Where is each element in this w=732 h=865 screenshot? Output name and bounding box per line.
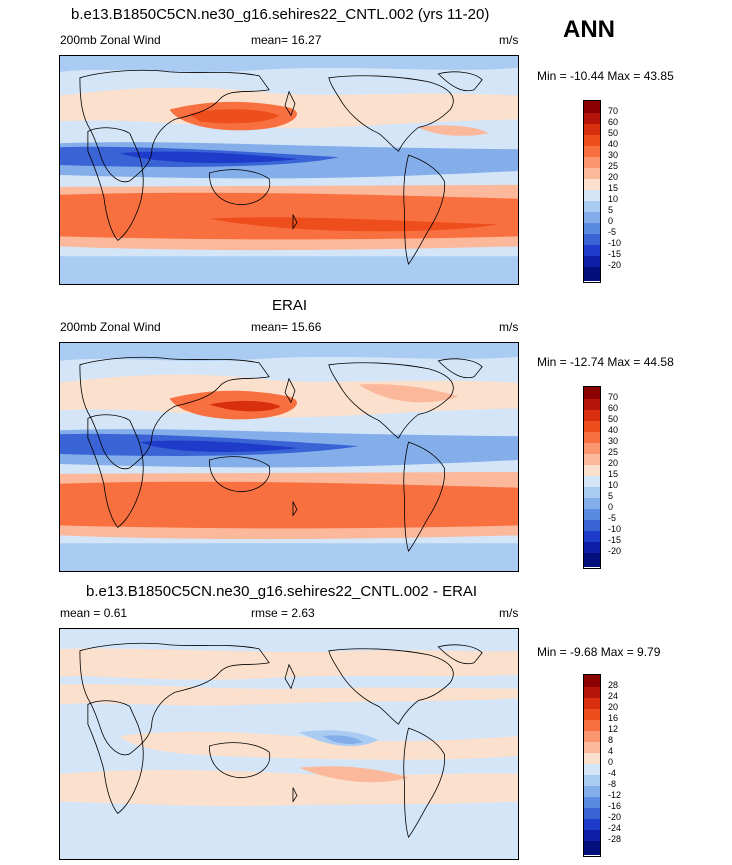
panel3-cbar-level: 24 bbox=[608, 691, 619, 701]
panel2-cbar-level: -10 bbox=[608, 524, 622, 534]
panel3-cbar-level: 20 bbox=[608, 702, 619, 712]
panel2-cbar-level: 40 bbox=[608, 425, 619, 435]
panel2-cbar-level: 60 bbox=[608, 403, 619, 413]
panel2-cbar-level: 20 bbox=[608, 458, 619, 468]
panel3-rmse-label: rmse = 2.63 bbox=[251, 606, 315, 620]
panel1-map bbox=[59, 55, 519, 285]
panel1-cbar-level: -20 bbox=[608, 260, 622, 270]
panel3-cbar-level: -24 bbox=[608, 823, 622, 833]
panel2-cbar-level: 15 bbox=[608, 469, 619, 479]
panel2-cbar-level: 50 bbox=[608, 414, 619, 424]
panel1-minmax-label: Min = -10.44 Max = 43.85 bbox=[537, 69, 674, 83]
panel3-title: b.e13.B1850C5CN.ne30_g16.sehires22_CNTL.… bbox=[86, 583, 478, 600]
panel3-cbar-level: 4 bbox=[608, 746, 614, 756]
panel1-units-label: m/s bbox=[499, 33, 519, 47]
panel1-cbar-level: 15 bbox=[608, 183, 619, 193]
panel3-contour-plot bbox=[60, 629, 518, 859]
panel3-colorbar bbox=[583, 674, 601, 857]
panel2-mean-label: mean= 15.66 bbox=[251, 320, 322, 334]
panel1-cbar-level: 40 bbox=[608, 139, 619, 149]
panel1-cbar-level: -15 bbox=[608, 249, 622, 259]
panel3-cbar-level: 12 bbox=[608, 724, 619, 734]
panel3-cbar-level: -20 bbox=[608, 812, 622, 822]
panel1-variable-label: 200mb Zonal Wind bbox=[60, 33, 161, 47]
panel3-cbar-level: -28 bbox=[608, 834, 622, 844]
panel2-title: ERAI bbox=[272, 297, 308, 314]
panel3-minmax-label: Min = -9.68 Max = 9.79 bbox=[537, 645, 661, 659]
panel2-cbar-level: 10 bbox=[608, 480, 619, 490]
panel3-cbar-level: 8 bbox=[608, 735, 614, 745]
panel3-cbar-level: -8 bbox=[608, 779, 617, 789]
panel1-cbar-level: -10 bbox=[608, 238, 622, 248]
panel3-cbar-level: -4 bbox=[608, 768, 617, 778]
panel1-cbar-level: 5 bbox=[608, 205, 614, 215]
panel1-cbar-level: 10 bbox=[608, 194, 619, 204]
panel2-cbar-level: 5 bbox=[608, 491, 614, 501]
panel3-cbar-level: 28 bbox=[608, 680, 619, 690]
panel3-cbar-level: -12 bbox=[608, 790, 622, 800]
panel2-cbar-level: 25 bbox=[608, 447, 619, 457]
panel2-cbar-level: -15 bbox=[608, 535, 622, 545]
panel1-title: b.e13.B1850C5CN.ne30_g16.sehires22_CNTL.… bbox=[71, 6, 490, 23]
panel1-mean-label: mean= 16.27 bbox=[251, 33, 322, 47]
season-label: ANN bbox=[563, 16, 615, 43]
panel2-cbar-level: 70 bbox=[608, 392, 619, 402]
panel1-cbar-level: 50 bbox=[608, 128, 619, 138]
panel1-cbar-level: -5 bbox=[608, 227, 617, 237]
panel2-map bbox=[59, 342, 519, 572]
panel1-colorbar bbox=[583, 100, 601, 283]
panel1-cbar-level: 25 bbox=[608, 161, 619, 171]
panel2-cbar-level: -5 bbox=[608, 513, 617, 523]
panel1-cbar-level: 30 bbox=[608, 150, 619, 160]
panel3-units-label: m/s bbox=[499, 606, 519, 620]
panel1-cbar-level: 70 bbox=[608, 106, 619, 116]
panel3-map bbox=[59, 628, 519, 860]
panel3-cbar-level: 16 bbox=[608, 713, 619, 723]
panel1-cbar-level: 20 bbox=[608, 172, 619, 182]
panel1-cbar-level: 60 bbox=[608, 117, 619, 127]
panel2-cbar-level: -20 bbox=[608, 546, 622, 556]
panel2-cbar-level: 0 bbox=[608, 502, 614, 512]
panel2-variable-label: 200mb Zonal Wind bbox=[60, 320, 161, 334]
panel2-minmax-label: Min = -12.74 Max = 44.58 bbox=[537, 355, 674, 369]
panel3-cbar-level: -16 bbox=[608, 801, 622, 811]
panel2-cbar-level: 30 bbox=[608, 436, 619, 446]
panel2-colorbar bbox=[583, 386, 601, 569]
panel2-units-label: m/s bbox=[499, 320, 519, 334]
panel1-contour-plot bbox=[60, 56, 518, 284]
panel3-cbar-level: 0 bbox=[608, 757, 614, 767]
panel2-contour-plot bbox=[60, 343, 518, 571]
panel1-cbar-level: 0 bbox=[608, 216, 614, 226]
panel3-mean-label: mean = 0.61 bbox=[60, 606, 128, 620]
